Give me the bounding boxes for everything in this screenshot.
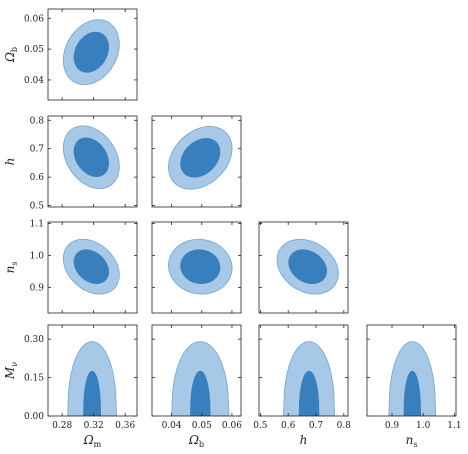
y-tick-label: 0.00 [24, 412, 44, 422]
x-tick-label: 0.28 [52, 421, 72, 431]
contour-68 [73, 31, 109, 73]
contour-68 [180, 138, 221, 178]
panel-frame [47, 8, 138, 101]
y-axis-label-ns: ns [3, 262, 19, 274]
y-tick-label: 0.05 [24, 45, 44, 55]
y-tick-label: 0.5 [30, 202, 45, 212]
panel-Om-Mnu [47, 324, 138, 417]
y-tick-label: 0.8 [30, 116, 45, 126]
y-tick-label: 1.1 [30, 220, 44, 230]
panel-Om-h [47, 115, 138, 208]
y-axis-label-Ob: Ωb [3, 47, 19, 63]
contour-68 [288, 249, 328, 284]
x-tick-label: 0.05 [192, 421, 212, 431]
y-tick-label: 1.0 [30, 252, 45, 262]
x-tick-label: 0.8 [337, 421, 352, 431]
y-tick-label: 0.15 [24, 374, 44, 384]
panel-Ob-h [151, 115, 242, 208]
panel-frame [151, 324, 242, 417]
y-axis-label-Mnu: Mν [3, 362, 19, 380]
y-tick-label: 0.9 [30, 283, 45, 293]
panel-Ob-Mnu [151, 324, 242, 417]
panel-frame [151, 115, 242, 208]
y-tick-label: 0.7 [30, 145, 45, 155]
panel-ns-Mnu [366, 324, 457, 417]
x-tick-label: 0.32 [84, 421, 104, 431]
panel-frame [366, 324, 457, 417]
y-tick-label: 0.30 [24, 335, 44, 345]
panel-frame [258, 221, 349, 314]
y-axis-label-h: h [3, 158, 17, 166]
contour-68 [298, 370, 320, 416]
panel-Ob-ns [151, 221, 242, 314]
x-axis-label-h: h [300, 433, 308, 447]
contour-68 [73, 249, 109, 284]
x-axis-label-Om: Ωm [83, 433, 102, 449]
contour-68 [190, 370, 211, 416]
x-axis-label-ns: ns [406, 433, 418, 449]
x-axis-label-Ob: Ωb [188, 433, 204, 449]
x-tick-label: 0.7 [309, 421, 324, 431]
y-tick-label: 0.6 [30, 173, 45, 183]
x-tick-label: 0.04 [162, 421, 182, 431]
panel-frame [47, 324, 138, 417]
contour-68 [403, 370, 422, 416]
x-tick-label: 1.1 [447, 421, 461, 431]
panel-frame [151, 221, 242, 314]
panel-frame [47, 221, 138, 314]
x-tick-label: 1.0 [416, 421, 431, 431]
panel-h-ns [258, 221, 349, 314]
panel-Om-Ob [47, 8, 138, 101]
contour-68 [180, 249, 221, 284]
x-tick-label: 0.9 [385, 421, 400, 431]
y-tick-label: 0.06 [24, 14, 44, 24]
panel-h-Mnu [258, 324, 349, 417]
x-tick-label: 0.06 [222, 421, 242, 431]
panel-frame [258, 324, 349, 417]
x-tick-label: 0.5 [253, 421, 268, 431]
x-tick-label: 0.6 [281, 421, 296, 431]
panel-frame [47, 115, 138, 208]
y-tick-label: 0.04 [24, 76, 44, 86]
x-tick-label: 0.36 [115, 421, 135, 431]
panel-Om-ns [47, 221, 138, 314]
contour-68 [73, 137, 109, 177]
contour-68 [83, 370, 102, 416]
